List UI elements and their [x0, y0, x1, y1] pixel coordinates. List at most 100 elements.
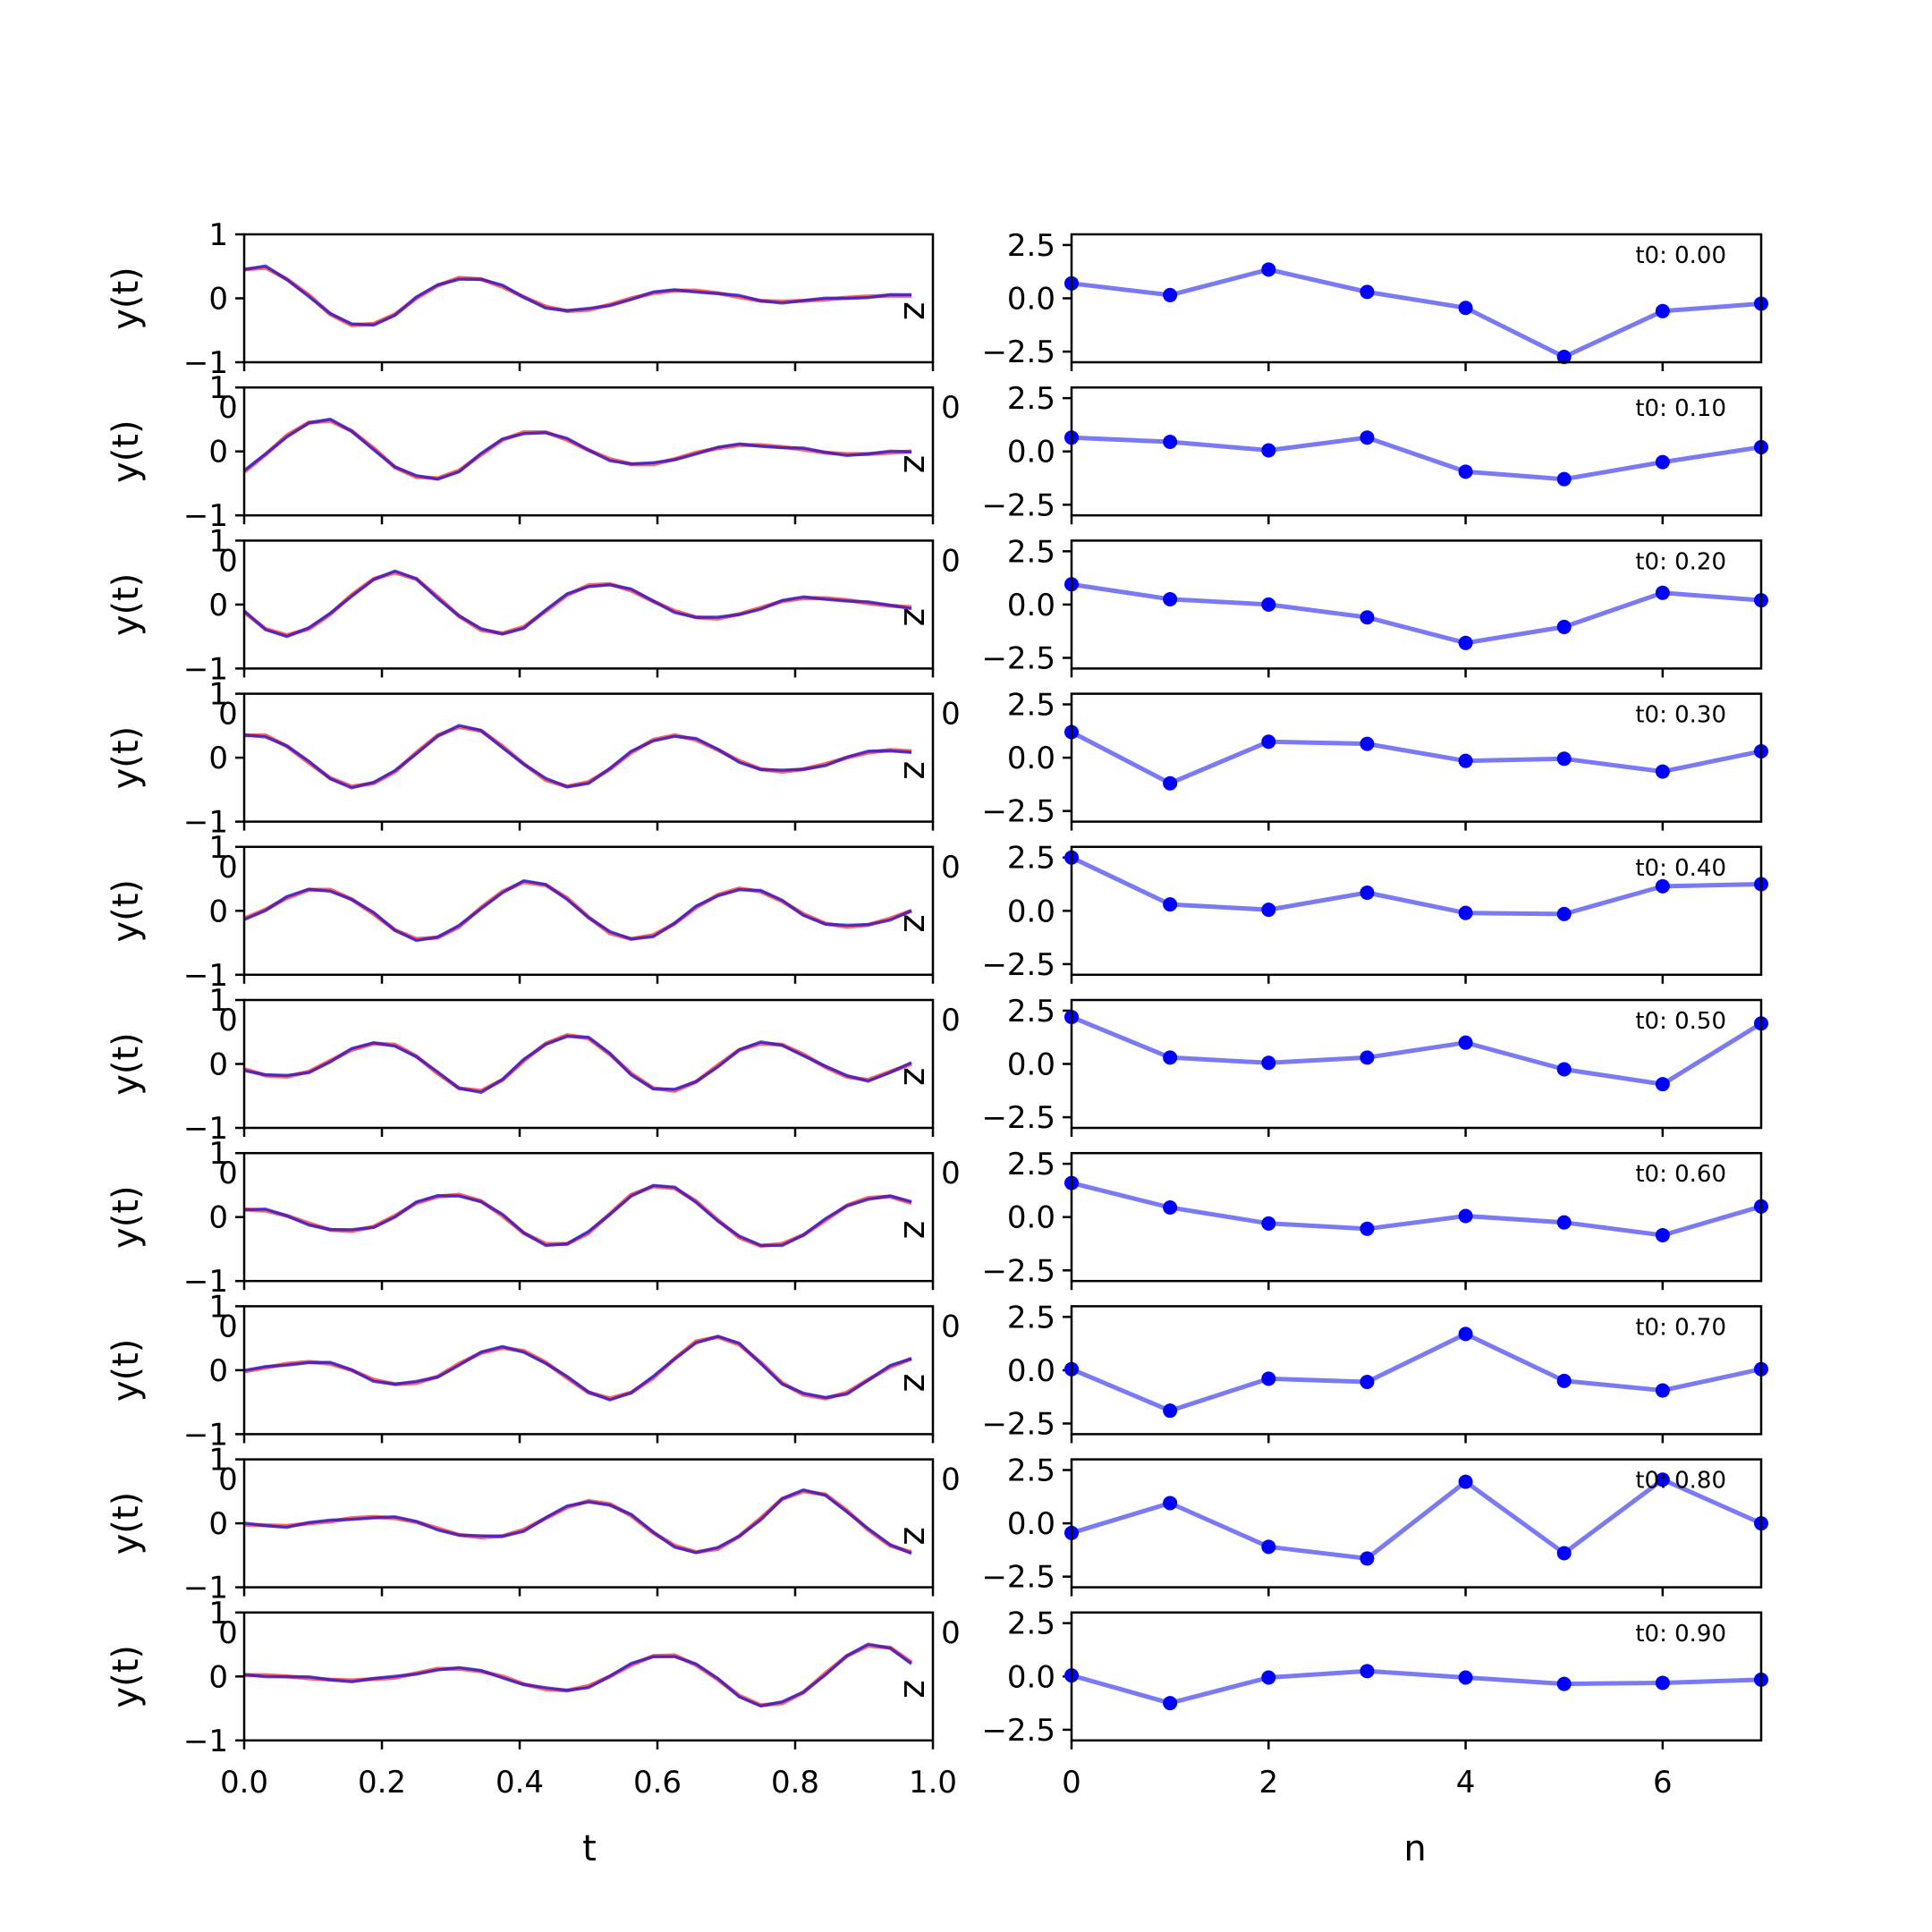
y-tick-label: 0: [208, 1659, 228, 1695]
series-line-truth: [243, 1487, 912, 1555]
side-label-z: z: [895, 607, 936, 626]
series-line-truth: [242, 417, 912, 481]
x-tick-label: 0.2: [358, 1765, 406, 1801]
time-series-panel: 10−1y(t) z0 0: [106, 830, 961, 994]
coefficient-point: [1163, 1199, 1178, 1215]
y-tick-label: 2.5: [1007, 688, 1055, 724]
coefficient-point: [1360, 1050, 1375, 1065]
panel-t0-label: t0: 0.60: [1635, 1161, 1726, 1188]
side-label-z: z: [895, 761, 936, 780]
coefficient-point: [1163, 434, 1178, 449]
coefficient-point: [1360, 886, 1375, 901]
side-label-z: z: [895, 1067, 936, 1086]
y-tick-label: 0.0: [1007, 435, 1055, 470]
series-line-truth: [243, 264, 912, 327]
panel-frame: [1070, 1151, 1763, 1283]
side-label-z: z: [895, 1527, 936, 1546]
panel-t0-label: t0: 0.00: [1635, 242, 1726, 269]
coefficient-point: [1655, 1383, 1670, 1398]
x-tick-label: 2: [1258, 1765, 1278, 1801]
coefficient-panel: 2.5 0.0 −2.5 t0: 0.20: [981, 534, 1768, 678]
y-tick-label: −2.5: [981, 1253, 1055, 1289]
panel-frame: [1070, 692, 1763, 823]
coefficient-point: [1261, 1539, 1276, 1555]
x-tick-label: 0: [1062, 1765, 1081, 1801]
coefficient-point: [1261, 734, 1276, 750]
coefficient-panel: 2.5 0.0 −2.5 t0: 0.80: [981, 1453, 1768, 1597]
coefficient-point: [1655, 878, 1670, 894]
y-tick-label: 2.5: [1007, 994, 1055, 1030]
time-series-panel: 10−1y(t) z0 0: [106, 523, 961, 687]
coefficient-point: [1556, 471, 1572, 487]
series-line-prediction: [244, 724, 912, 789]
y-tick-label: −2.5: [981, 1100, 1055, 1136]
x-tick-label: 4: [1456, 1765, 1476, 1801]
y-tick-label: −1: [183, 1571, 228, 1606]
y-tick-label: −2.5: [981, 335, 1055, 370]
coefficient-line: [1071, 1477, 1763, 1561]
panel-t0-label: t0: 0.30: [1635, 702, 1726, 729]
y-tick-label: 1: [208, 1289, 228, 1325]
time-series-panel: 10−1y(t) z0 0: [106, 370, 961, 534]
panel-frame: [242, 233, 935, 364]
coefficient-point: [1556, 619, 1572, 634]
coefficient-panel: 2.5 0.0 −2.5 t0: 0.40: [981, 841, 1768, 984]
series-line-truth: [243, 1642, 913, 1708]
coefficient-panel: 2.5 0.0 −2.5 t0: 0.10: [981, 381, 1768, 525]
coefficient-point: [1360, 610, 1375, 625]
y-tick-label: −2.5: [981, 947, 1055, 983]
side-label-z: z: [895, 1373, 936, 1392]
panel-frame: [1070, 1458, 1763, 1589]
stray-tick-label: 0: [941, 1309, 961, 1344]
y-axis-label: y(t): [106, 1032, 147, 1096]
coefficient-point: [1458, 1474, 1473, 1489]
y-tick-label: 2.5: [1007, 841, 1055, 877]
stray-tick-label: 0: [218, 697, 238, 733]
panel-t0-label: t0: 0.90: [1635, 1621, 1726, 1648]
y-tick-label: 2.5: [1007, 1453, 1055, 1489]
coefficient-point: [1261, 1670, 1276, 1685]
y-tick-label: 0.0: [1007, 282, 1055, 318]
stray-tick-label: 0: [218, 1156, 238, 1191]
y-tick-label: −2.5: [981, 794, 1055, 830]
coefficient-point: [1556, 751, 1572, 767]
coefficient-line: [1070, 855, 1762, 917]
panel-frame: [1070, 233, 1763, 364]
y-tick-label: −2.5: [981, 640, 1055, 676]
panel-frame: [1070, 386, 1763, 517]
coefficient-point: [1655, 1227, 1670, 1242]
time-series-panel: 10−1y(t) z0 0: [106, 1136, 961, 1300]
x-axis-label-n: n: [1403, 1828, 1426, 1869]
y-tick-label: −1: [183, 651, 228, 687]
coefficient-line: [1071, 1181, 1762, 1238]
coefficient-line: [1071, 435, 1762, 482]
stray-tick-label: 0: [941, 390, 961, 426]
coefficient-point: [1261, 1371, 1276, 1386]
y-axis-label: y(t): [106, 879, 147, 943]
coefficient-panel: 2.5 0.0 −2.5 t0: 0.30: [981, 688, 1768, 831]
y-tick-label: 2.5: [1007, 381, 1055, 417]
coefficient-point: [1163, 897, 1178, 912]
coefficient-point: [1458, 1208, 1473, 1224]
panel-t0-label: t0: 0.10: [1635, 395, 1726, 422]
series-line-truth: [242, 569, 912, 639]
series-line-prediction: [244, 1643, 913, 1707]
coefficient-point: [1556, 1062, 1572, 1077]
series-line-truth: [243, 1335, 912, 1402]
series-line-truth: [243, 1034, 912, 1095]
series-line-truth: [243, 1183, 912, 1248]
coefficient-point: [1458, 1326, 1473, 1342]
side-label-z: z: [895, 914, 936, 933]
y-tick-label: 0.0: [1007, 741, 1055, 776]
coefficient-point: [1458, 301, 1473, 316]
coefficient-point: [1360, 1221, 1375, 1236]
stray-tick-label: 0: [941, 850, 961, 886]
y-tick-label: −1: [183, 958, 228, 994]
y-tick-label: 0.0: [1007, 894, 1055, 929]
coefficient-point: [1163, 1050, 1178, 1065]
coefficient-point: [1556, 906, 1572, 921]
y-tick-label: 1: [208, 370, 228, 406]
series-line-prediction: [243, 1033, 912, 1093]
coefficient-point: [1458, 1670, 1473, 1685]
